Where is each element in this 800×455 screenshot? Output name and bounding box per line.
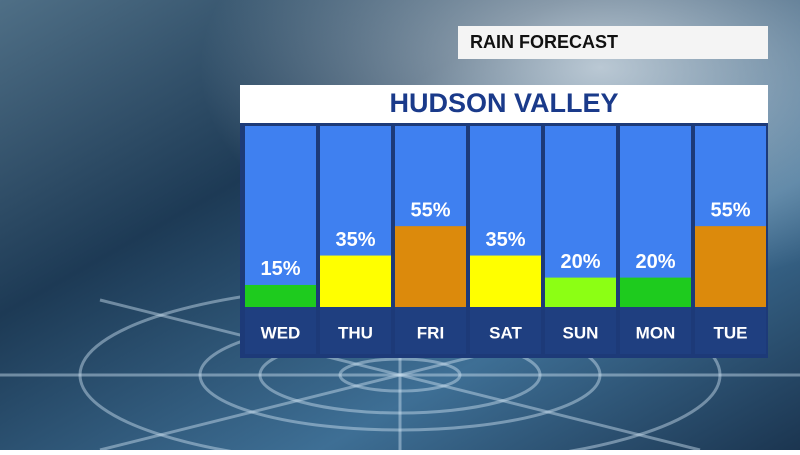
day-label: TUE	[714, 323, 748, 342]
day-label: WED	[261, 323, 301, 342]
bar	[470, 255, 541, 307]
day-band	[320, 307, 391, 354]
bar	[695, 226, 766, 307]
value-label: 15%	[260, 258, 300, 280]
value-label: 35%	[485, 229, 525, 251]
day-band	[620, 307, 691, 354]
bar	[320, 255, 391, 307]
column-background	[620, 126, 691, 307]
day-label: SUN	[563, 323, 599, 342]
radar-decoration	[0, 283, 800, 455]
chart-title: HUDSON VALLEY	[389, 88, 618, 118]
value-label: 20%	[635, 251, 675, 273]
day-label: SAT	[489, 323, 522, 342]
value-label: 35%	[335, 229, 375, 251]
day-label: FRI	[417, 323, 444, 342]
day-label: THU	[338, 323, 373, 342]
day-label: MON	[636, 323, 676, 342]
day-band	[395, 307, 466, 354]
label-box	[458, 26, 768, 59]
title-banner	[240, 85, 768, 123]
value-label: 20%	[560, 251, 600, 273]
day-band	[545, 307, 616, 354]
column-background	[245, 126, 316, 307]
bar	[395, 226, 466, 307]
day-band	[245, 307, 316, 354]
day-band	[470, 307, 541, 354]
value-label: 55%	[710, 199, 750, 221]
bar	[545, 277, 616, 307]
bar	[245, 284, 316, 307]
value-label: 55%	[410, 199, 450, 221]
bar	[620, 277, 691, 307]
graphic-label: RAIN FORECAST	[470, 32, 618, 52]
day-band	[695, 307, 766, 354]
column-background	[545, 126, 616, 307]
